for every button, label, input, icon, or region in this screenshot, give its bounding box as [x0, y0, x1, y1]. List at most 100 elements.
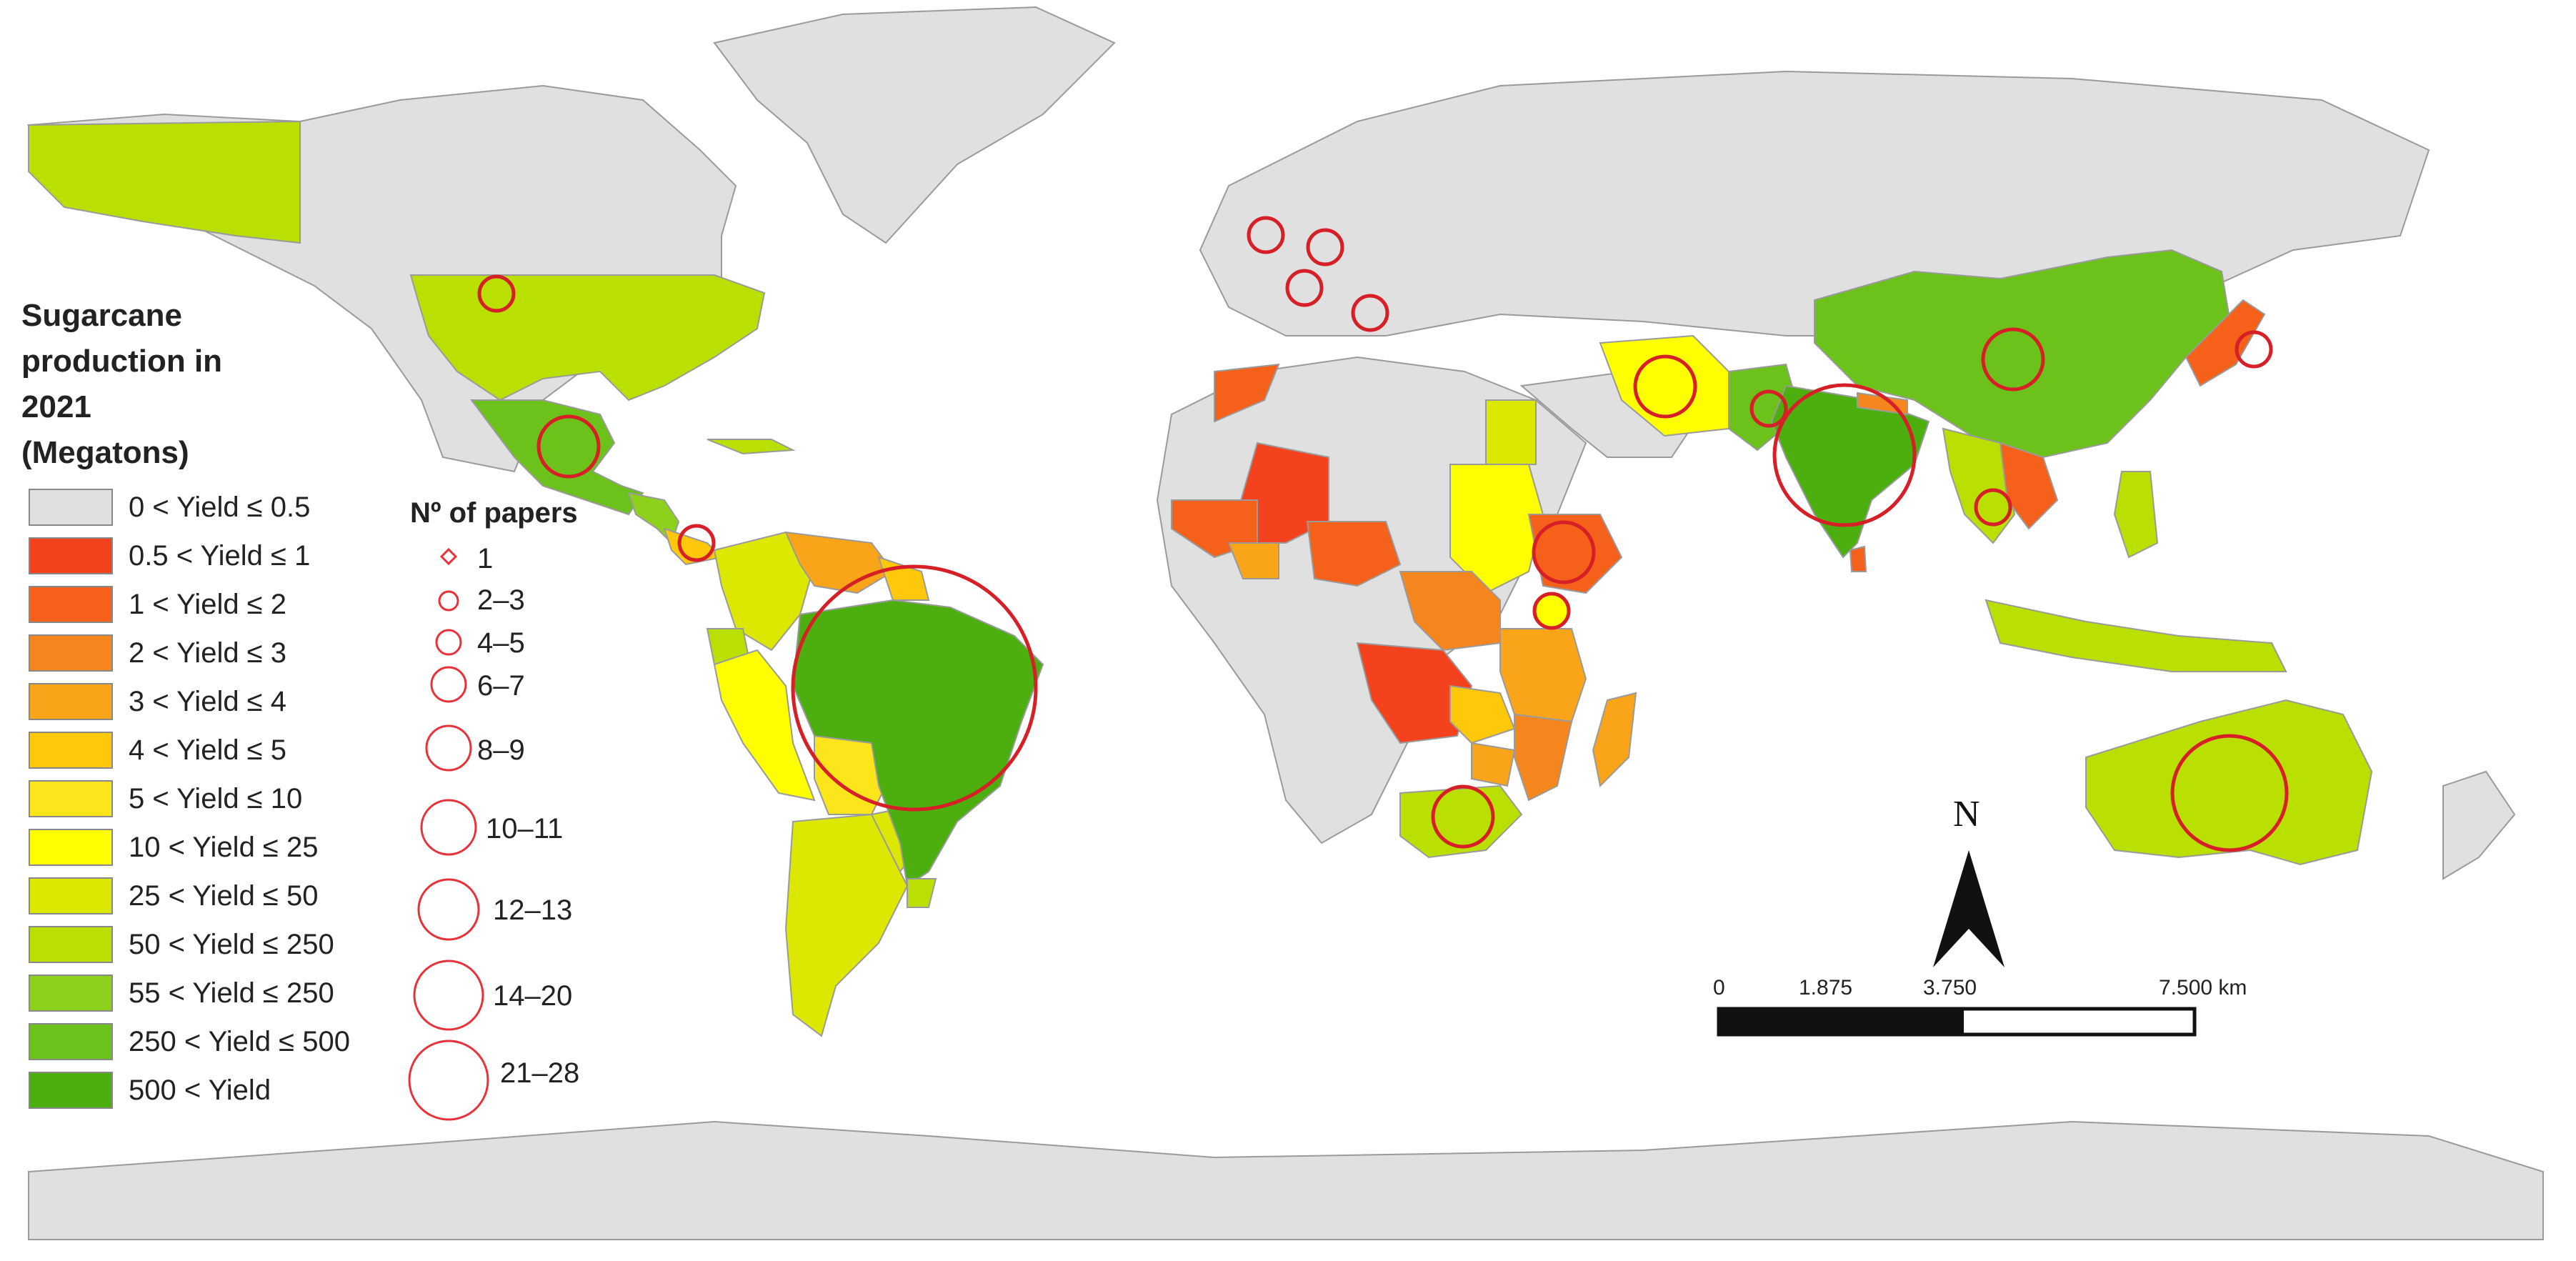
paper-circle-usa — [477, 274, 516, 313]
legend-swatch — [29, 975, 113, 1012]
country-egypt — [1485, 399, 1537, 465]
legend-label: 0 < Yield ≤ 0.5 — [129, 492, 311, 523]
legend-label: 2 < Yield ≤ 3 — [129, 637, 286, 669]
country-australia — [2085, 699, 2373, 866]
papers-legend-label: 8–9 — [477, 734, 525, 766]
legend-swatch — [29, 489, 113, 526]
papers-legend-mark-21-28 — [408, 1040, 489, 1121]
legend-label: 1 < Yield ≤ 2 — [129, 589, 286, 620]
country-philippines — [2113, 471, 2159, 559]
country-sudan — [1449, 464, 1544, 594]
country-drc — [1356, 642, 1473, 744]
papers-legend-label: 10–11 — [486, 813, 564, 844]
legend-row: 2 < Yield ≤ 3 — [29, 632, 457, 674]
legend-label: 55 < Yield ≤ 250 — [129, 977, 334, 1009]
legend-swatch — [29, 877, 113, 914]
paper-circle-france — [1285, 269, 1324, 307]
paper-circle-japan — [2235, 330, 2273, 369]
country-kenya-tanzania — [1499, 628, 1587, 723]
legend-row: 5 < Yield ≤ 10 — [29, 777, 457, 820]
scale-tick-label: 7.500 km — [2159, 976, 2247, 1000]
legend-row: 0 < Yield ≤ 0.5 — [29, 486, 457, 529]
legend-row: 3 < Yield ≤ 4 — [29, 680, 457, 723]
legend-swatch — [29, 683, 113, 720]
legend-label: 0.5 < Yield ≤ 1 — [129, 540, 311, 572]
legend-row: 0.5 < Yield ≤ 1 — [29, 534, 457, 577]
papers-legend-label: 2–3 — [477, 584, 525, 616]
papers-legend-label: 1 — [477, 543, 494, 574]
legend-label: 5 < Yield ≤ 10 — [129, 783, 303, 814]
legend-row: 25 < Yield ≤ 50 — [29, 874, 457, 917]
country-guyana — [877, 556, 930, 601]
legend-title: Sugarcane production in 2021 (Megatons) — [21, 293, 307, 476]
legend-label: 3 < Yield ≤ 4 — [129, 686, 286, 717]
legend-title-line: Sugarcane — [21, 298, 182, 333]
country-brazil — [792, 599, 1044, 887]
country-uruguay — [907, 878, 937, 908]
country-vietnam — [1999, 442, 2059, 530]
legend-swatch — [29, 634, 113, 672]
legend-label: 500 < Yield — [129, 1075, 271, 1106]
papers-legend-label: 6–7 — [477, 670, 525, 702]
paper-circle-china — [1981, 327, 2045, 392]
scale-bar — [1717, 1007, 2197, 1037]
country-mexico — [470, 399, 644, 516]
north-arrow-icon — [1933, 850, 2005, 967]
papers-legend-label: 4–5 — [477, 627, 525, 659]
legend-swatch — [29, 732, 113, 769]
country-japan — [2185, 299, 2266, 387]
paper-circle-south-africa — [1431, 784, 1495, 849]
legend-swatch — [29, 586, 113, 623]
papers-legend-mark-1 — [439, 547, 458, 566]
legend-swatch — [29, 1023, 113, 1060]
paper-circle-germany — [1306, 228, 1344, 266]
scale-tick-label: 1.875 — [1799, 976, 1853, 1000]
papers-legend-label: 12–13 — [493, 894, 573, 926]
papers-legend-mark-12-13 — [417, 878, 480, 941]
paper-circles — [477, 216, 2289, 852]
north-label: N — [1953, 794, 1980, 834]
papers-legend-mark-2-3 — [438, 590, 459, 612]
paper-circle-india — [1772, 383, 1917, 527]
country-india — [1770, 384, 1930, 559]
papers-legend-circles — [408, 547, 489, 1121]
legend-label: 250 < Yield ≤ 500 — [129, 1026, 350, 1057]
legend-swatch — [29, 829, 113, 866]
scale-tick-label: 0 — [1713, 976, 1725, 1000]
country-mozambique — [1514, 713, 1573, 802]
country-zimbabwe — [1471, 742, 1516, 787]
paper-circle-ethiopia — [1532, 520, 1596, 584]
country-china — [1814, 249, 2230, 459]
papers-legend-mark-6-7 — [430, 666, 467, 703]
legend-title-line: (Megatons) — [21, 435, 189, 470]
country-ghana — [1227, 542, 1279, 579]
country-peru — [713, 649, 816, 802]
paper-circle-pakistan — [1749, 389, 1788, 428]
legend-row: 4 < Yield ≤ 5 — [29, 729, 457, 772]
country-zambia — [1449, 684, 1516, 744]
papers-legend-title: Nº of papers — [410, 497, 578, 529]
paper-circle-kenya — [1532, 592, 1571, 630]
country-argentina — [784, 813, 909, 1037]
country-sri-lanka — [1849, 545, 1867, 572]
paper-circle-mexico — [536, 414, 601, 479]
legend-row: 50 < Yield ≤ 250 — [29, 923, 457, 966]
legend-row: 10 < Yield ≤ 25 — [29, 826, 457, 869]
paper-circle-italy — [1351, 294, 1389, 332]
legend-label: 4 < Yield ≤ 5 — [129, 734, 286, 766]
papers-legend-label: 14–20 — [493, 980, 573, 1012]
country-morocco — [1214, 363, 1280, 423]
legend-swatch — [29, 926, 113, 963]
paper-circle-iran — [1633, 354, 1697, 419]
papers-legend-mark-8-9 — [425, 724, 472, 772]
legend-row: 1 < Yield ≤ 2 — [29, 583, 457, 626]
legend-swatch — [29, 1072, 113, 1109]
country-usa — [409, 274, 766, 402]
scale-tick-label: 3.750 — [1923, 976, 1977, 1000]
country-cuba — [707, 439, 796, 455]
legend-row: 250 < Yield ≤ 500 — [29, 1020, 457, 1063]
legend-label: 10 < Yield ≤ 25 — [129, 832, 319, 863]
paper-circle-uk — [1247, 216, 1285, 254]
legend-label: 25 < Yield ≤ 50 — [129, 880, 319, 912]
